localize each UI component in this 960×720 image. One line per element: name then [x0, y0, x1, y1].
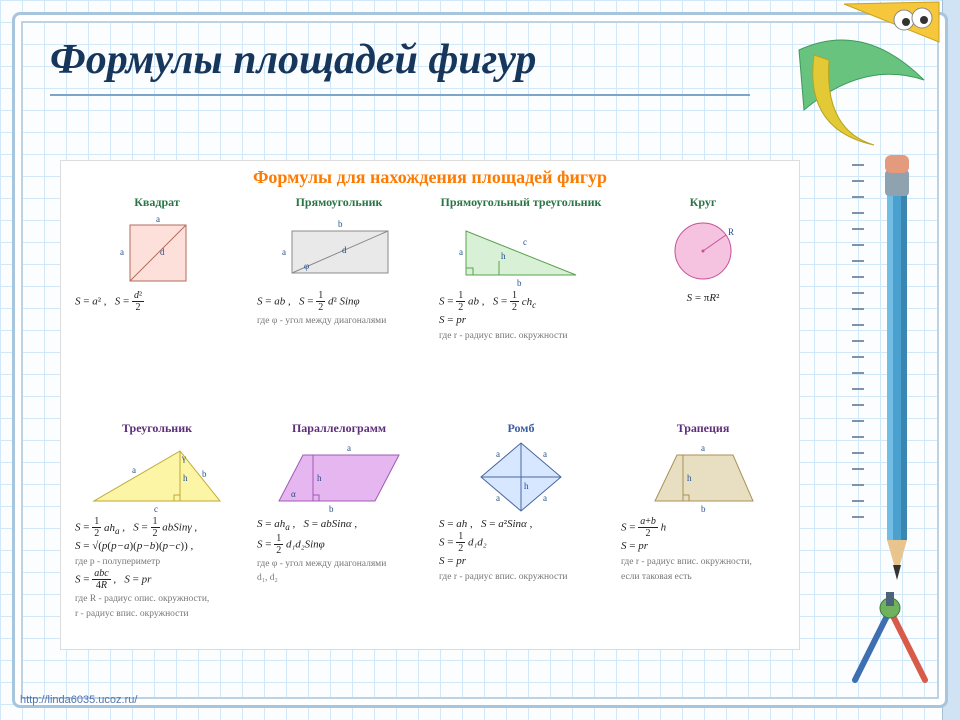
title-underline: [50, 94, 750, 96]
clipart-tools: [794, 0, 944, 160]
name-square: Квадрат: [71, 195, 243, 209]
svg-text:b: b: [202, 469, 207, 479]
cell-tri: Треугольник a b c h γ S = 12 aha , S = 1…: [71, 421, 243, 641]
cell-par: Параллелограмм a b h α S = aha , S = abS…: [253, 421, 425, 641]
ruler: [834, 150, 864, 590]
svg-text:b: b: [701, 504, 706, 514]
name-trap: Трапеция: [617, 421, 789, 435]
note-par: где φ - угол между диагоналямиd₁, d₂: [257, 559, 386, 584]
svg-text:a: a: [156, 214, 160, 224]
svg-text:a: a: [120, 247, 124, 257]
svg-text:c: c: [523, 237, 527, 247]
fig-trap: a b h: [617, 437, 789, 515]
svg-text:a: a: [132, 465, 136, 475]
cell-circ: Круг R S = πR²: [617, 195, 789, 415]
svg-text:c: c: [154, 504, 158, 514]
formula-card: Формулы для нахождения площадей фигур Кв…: [60, 160, 800, 650]
cell-square: Квадрат a a d S = a² , S = d²2: [71, 195, 243, 415]
page-title: Формулы площадей фигур: [50, 36, 536, 84]
svg-text:h: h: [183, 473, 188, 483]
svg-text:φ: φ: [304, 261, 309, 271]
svg-text:h: h: [501, 251, 506, 261]
fig-rhomb: a a a a h: [435, 437, 607, 515]
svg-text:α: α: [291, 489, 296, 499]
svg-text:R: R: [728, 227, 734, 237]
svg-text:a: a: [543, 449, 547, 459]
name-par: Параллелограмм: [253, 421, 425, 435]
cell-rhomb: Ромб a a a a h S = ah , S = a²Sinα , S =…: [435, 421, 607, 641]
shapes-grid: Квадрат a a d S = a² , S = d²2 Прямоугол…: [71, 195, 789, 641]
formulas-rhomb: S = ah , S = a²Sinα , S = 12 d₁d₂ S = pr…: [435, 515, 607, 584]
clipart-compass: [840, 590, 940, 690]
svg-text:γ: γ: [181, 453, 186, 463]
fig-square: a a d: [71, 211, 243, 289]
formulas-rtri: S = 12 ab , S = 12 chc S = pr где r - ра…: [435, 289, 607, 343]
fig-rtri: a b c h: [435, 211, 607, 289]
name-rh: Ромб: [435, 421, 607, 435]
note-tri2: где R - радиус опис. окружности,r - ради…: [75, 594, 209, 619]
name-circ: Круг: [617, 195, 789, 209]
cell-trap: Трапеция a b h S = a+b2 h S = pr где r -…: [617, 421, 789, 641]
svg-text:a: a: [496, 449, 500, 459]
formulas-tri: S = 12 aha , S = 12 abSinγ , S = √(p(p−a…: [71, 515, 243, 620]
svg-text:a: a: [282, 247, 286, 257]
formulas-par: S = aha , S = abSinα , S = 12 d₁d₂Sinφ г…: [253, 515, 425, 585]
svg-text:d: d: [160, 247, 165, 257]
name-tri: Треугольник: [71, 421, 243, 435]
footer-url: http://linda6035.ucoz.ru/: [20, 694, 137, 706]
fig-par: a b h α: [253, 437, 425, 515]
formulas-circ: S = πR²: [617, 289, 789, 306]
formulas-trap: S = a+b2 h S = pr где r - радиус впис. о…: [617, 515, 789, 584]
cell-rtri: Прямоугольный треугольник a b c h S = 12…: [435, 195, 607, 415]
svg-text:a: a: [347, 443, 351, 453]
card-title: Формулы для нахождения площадей фигур: [61, 167, 799, 188]
name-rtri: Прямоугольный треугольник: [435, 195, 607, 209]
fig-rect: b a d φ: [253, 211, 425, 289]
name-rect: Прямоугольник: [253, 195, 425, 209]
svg-text:a: a: [459, 247, 463, 257]
fig-circ: R: [617, 211, 789, 289]
svg-text:h: h: [317, 473, 322, 483]
note-trap: где r - радиус впис. окружности,если так…: [621, 557, 752, 582]
fig-tri: a b c h γ: [71, 437, 243, 515]
formulas-square: S = a² , S = d²2: [71, 289, 243, 313]
pencil: [878, 155, 916, 595]
cell-rect: Прямоугольник b a d φ S = ab , S = 12 d²…: [253, 195, 425, 415]
svg-text:b: b: [338, 219, 343, 229]
svg-text:a: a: [543, 493, 547, 503]
svg-text:h: h: [687, 473, 692, 483]
formulas-rect: S = ab , S = 12 d² Sinφ где φ - угол меж…: [253, 289, 425, 328]
svg-text:b: b: [329, 504, 334, 514]
svg-text:h: h: [524, 481, 529, 491]
svg-text:a: a: [496, 493, 500, 503]
svg-text:a: a: [701, 443, 705, 453]
svg-text:d: d: [342, 245, 347, 255]
svg-text:b: b: [517, 278, 522, 288]
